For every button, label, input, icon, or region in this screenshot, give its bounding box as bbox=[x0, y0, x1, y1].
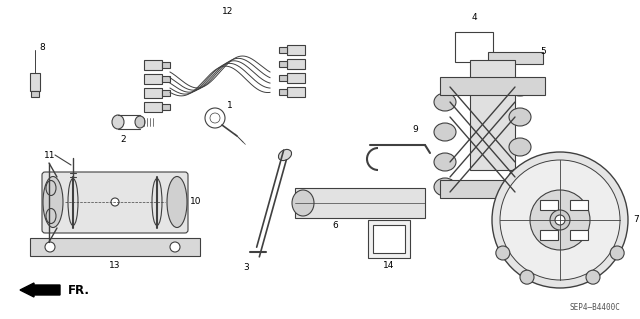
Bar bbox=[440, 77, 545, 95]
Circle shape bbox=[205, 108, 225, 128]
Bar bbox=[470, 60, 515, 170]
Circle shape bbox=[496, 246, 510, 260]
Ellipse shape bbox=[434, 153, 456, 171]
Bar bbox=[162, 104, 170, 110]
FancyArrow shape bbox=[20, 283, 60, 297]
Circle shape bbox=[610, 246, 624, 260]
Bar bbox=[144, 102, 162, 112]
Bar bbox=[540, 200, 558, 210]
Bar bbox=[287, 59, 305, 69]
Ellipse shape bbox=[509, 78, 531, 96]
Ellipse shape bbox=[509, 138, 531, 156]
Ellipse shape bbox=[46, 181, 56, 196]
Circle shape bbox=[111, 198, 119, 206]
Ellipse shape bbox=[434, 123, 456, 141]
Circle shape bbox=[586, 270, 600, 284]
Text: 9: 9 bbox=[412, 125, 418, 135]
Text: 8: 8 bbox=[39, 42, 45, 51]
Circle shape bbox=[170, 242, 180, 252]
Ellipse shape bbox=[135, 116, 145, 128]
Bar bbox=[540, 230, 558, 240]
Circle shape bbox=[530, 190, 590, 250]
Bar bbox=[570, 200, 588, 210]
Circle shape bbox=[555, 215, 565, 225]
Bar bbox=[368, 220, 410, 258]
Ellipse shape bbox=[278, 149, 292, 160]
Text: 4: 4 bbox=[471, 12, 477, 21]
Bar bbox=[455, 32, 493, 62]
Bar bbox=[162, 62, 170, 68]
Bar bbox=[162, 90, 170, 96]
Ellipse shape bbox=[167, 176, 187, 227]
Text: 1: 1 bbox=[227, 101, 233, 110]
Text: 2: 2 bbox=[120, 136, 126, 145]
Ellipse shape bbox=[509, 108, 531, 126]
Bar bbox=[279, 61, 287, 67]
Bar bbox=[30, 238, 200, 256]
Bar bbox=[144, 74, 162, 84]
Circle shape bbox=[210, 113, 220, 123]
Bar bbox=[144, 60, 162, 70]
Text: 13: 13 bbox=[109, 262, 121, 271]
Bar bbox=[30, 73, 40, 91]
Bar bbox=[162, 76, 170, 82]
Ellipse shape bbox=[434, 178, 456, 196]
Bar bbox=[295, 188, 425, 218]
Text: 7: 7 bbox=[633, 216, 639, 225]
Bar bbox=[279, 47, 287, 53]
Bar bbox=[279, 89, 287, 95]
Circle shape bbox=[550, 210, 570, 230]
Text: 6: 6 bbox=[332, 221, 338, 231]
Text: FR.: FR. bbox=[68, 284, 90, 296]
FancyBboxPatch shape bbox=[42, 172, 188, 233]
Bar bbox=[279, 75, 287, 81]
Circle shape bbox=[520, 270, 534, 284]
Ellipse shape bbox=[43, 176, 63, 227]
Bar bbox=[488, 52, 543, 64]
Bar bbox=[440, 180, 545, 198]
Circle shape bbox=[45, 242, 55, 252]
Ellipse shape bbox=[46, 209, 56, 224]
Text: SEP4–B4400C: SEP4–B4400C bbox=[569, 303, 620, 313]
Text: 12: 12 bbox=[222, 8, 234, 17]
Text: 3: 3 bbox=[243, 263, 249, 271]
Circle shape bbox=[500, 160, 620, 280]
Text: 5: 5 bbox=[540, 48, 546, 56]
Ellipse shape bbox=[509, 168, 531, 186]
Bar bbox=[373, 225, 405, 253]
Text: 10: 10 bbox=[190, 197, 202, 206]
Ellipse shape bbox=[112, 115, 124, 129]
Ellipse shape bbox=[292, 190, 314, 216]
Bar bbox=[287, 73, 305, 83]
Bar bbox=[570, 230, 588, 240]
Circle shape bbox=[492, 152, 628, 288]
Text: 14: 14 bbox=[383, 261, 395, 270]
Bar bbox=[144, 88, 162, 98]
Bar bbox=[31, 91, 39, 97]
Bar bbox=[287, 45, 305, 55]
Bar bbox=[287, 87, 305, 97]
Text: 11: 11 bbox=[44, 151, 55, 160]
Ellipse shape bbox=[434, 93, 456, 111]
